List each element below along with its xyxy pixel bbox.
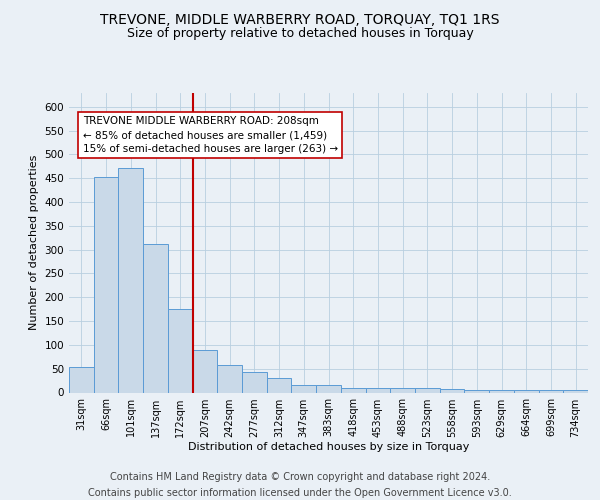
Bar — [341, 388, 365, 392]
Bar — [242, 372, 267, 392]
Bar — [267, 378, 292, 392]
Bar — [316, 386, 341, 392]
Text: TREVONE MIDDLE WARBERRY ROAD: 208sqm
← 85% of detached houses are smaller (1,459: TREVONE MIDDLE WARBERRY ROAD: 208sqm ← 8… — [83, 116, 338, 154]
Text: Contains HM Land Registry data © Crown copyright and database right 2024.: Contains HM Land Registry data © Crown c… — [110, 472, 490, 482]
Y-axis label: Number of detached properties: Number of detached properties — [29, 155, 39, 330]
Bar — [94, 178, 118, 392]
X-axis label: Distribution of detached houses by size in Torquay: Distribution of detached houses by size … — [188, 442, 469, 452]
Bar — [464, 390, 489, 392]
Bar — [217, 365, 242, 392]
Bar — [143, 244, 168, 392]
Bar — [69, 367, 94, 392]
Text: Contains public sector information licensed under the Open Government Licence v3: Contains public sector information licen… — [88, 488, 512, 498]
Text: Size of property relative to detached houses in Torquay: Size of property relative to detached ho… — [127, 28, 473, 40]
Bar — [514, 390, 539, 392]
Bar — [292, 386, 316, 392]
Bar — [390, 388, 415, 392]
Bar — [193, 350, 217, 393]
Bar — [168, 309, 193, 392]
Bar — [563, 390, 588, 392]
Bar — [440, 388, 464, 392]
Bar — [489, 390, 514, 392]
Text: TREVONE, MIDDLE WARBERRY ROAD, TORQUAY, TQ1 1RS: TREVONE, MIDDLE WARBERRY ROAD, TORQUAY, … — [100, 12, 500, 26]
Bar — [118, 168, 143, 392]
Bar — [365, 388, 390, 392]
Bar — [415, 388, 440, 392]
Bar — [539, 390, 563, 392]
